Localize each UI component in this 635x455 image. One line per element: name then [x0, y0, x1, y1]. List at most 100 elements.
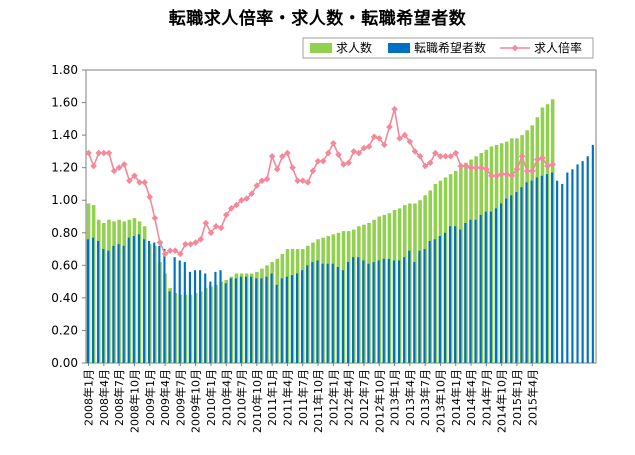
kibo-bar [530, 180, 533, 363]
kibo-bar [403, 257, 406, 363]
bairitsu-point [488, 172, 495, 180]
x-tick-label: 2011年1月 [265, 369, 279, 426]
kibo-bar [255, 278, 258, 363]
x-tick-label: 2014年4月 [464, 369, 478, 426]
x-tick-label: 2012年1月 [326, 369, 340, 426]
bairitsu-point [233, 201, 240, 209]
bairitsu-point [523, 167, 531, 175]
bairitsu-point [411, 148, 419, 155]
bairitsu-point [279, 152, 286, 160]
bairitsu-point [549, 161, 556, 168]
bairitsu-point [309, 167, 317, 175]
bairitsu-point [131, 172, 138, 180]
kibo-bar [571, 169, 574, 363]
bairitsu-point [340, 161, 347, 168]
kibo-bar [540, 175, 543, 363]
kibo-bar [428, 240, 431, 363]
bairitsu-point [375, 135, 383, 142]
legend-kyujin-swatch [310, 43, 332, 53]
kibo-bar [591, 144, 594, 363]
bairitsu-point [370, 133, 378, 141]
bairitsu-point [207, 229, 215, 237]
bairitsu-point [483, 165, 490, 173]
chart-title: 転職求人倍率・求人数・転職希望者数 [168, 9, 467, 29]
kibo-bar [321, 263, 324, 363]
kibo-bar [479, 214, 482, 363]
x-tick-label: 2009年1月 [143, 369, 157, 426]
kibo-bar [346, 262, 350, 363]
bairitsu-point [406, 138, 414, 145]
kibo-bar [418, 250, 421, 363]
bairitsu-point [166, 247, 174, 254]
legend-box [302, 37, 594, 59]
kibo-bar [545, 174, 549, 363]
bairitsu-point [151, 214, 159, 222]
bairitsu-point [528, 167, 536, 175]
bairitsu-point [457, 162, 465, 170]
kibo-bar [586, 156, 589, 363]
kibo-bar [168, 291, 171, 363]
x-tick-label: 2010年4月 [219, 369, 233, 426]
x-tick-label: 2010年7月 [235, 369, 249, 426]
kibo-bar [280, 278, 283, 363]
y-tick-label: 0.60 [51, 258, 78, 272]
bairitsu-point [319, 157, 327, 165]
kibo-bar [295, 273, 299, 363]
kibo-bar [224, 283, 227, 363]
x-tick-label: 2015年1月 [510, 369, 524, 426]
kibo-bar [311, 262, 314, 363]
bairitsu-point [518, 152, 526, 160]
bairitsu-point [217, 224, 225, 232]
kibo-bar [239, 276, 243, 363]
kibo-bar [494, 208, 498, 363]
bairitsu-point [156, 239, 164, 246]
kibo-bar [229, 278, 232, 363]
kibo-bar [102, 249, 105, 363]
kibo-bar [265, 276, 268, 363]
kibo-bar [387, 258, 390, 363]
kibo-bar [285, 276, 288, 363]
legend: 求人数 転職希望者数 求人倍率 [302, 37, 594, 59]
bairitsu-point [324, 149, 332, 157]
y-tick-label: 1.80 [51, 63, 78, 77]
bairitsu-point [105, 149, 113, 157]
bairitsu-point [345, 159, 352, 167]
legend-kibo-swatch [388, 43, 410, 53]
bairitsu-point [212, 222, 220, 230]
kibo-bar [474, 219, 477, 363]
y-tick-label: 1.00 [51, 193, 78, 207]
bairitsu-point [171, 247, 179, 254]
kibo-bar [214, 271, 217, 363]
bairitsu-point [426, 159, 434, 167]
x-tick-label: 2010年10月 [250, 369, 264, 433]
bairitsu-point [330, 139, 337, 147]
kibo-bar [550, 172, 554, 363]
kibo-bar [209, 281, 212, 363]
bairitsu-point [258, 177, 266, 184]
x-tick-label: 2014年1月 [449, 369, 463, 426]
kibo-bar [576, 164, 579, 363]
kibo-bar [260, 278, 263, 363]
bairitsu-point [314, 157, 322, 165]
bairitsu-point [90, 162, 97, 170]
bairitsu-point [110, 167, 118, 175]
kibo-bar [438, 236, 441, 363]
bairitsu-point [95, 149, 103, 157]
bairitsu-point [263, 175, 271, 183]
legend-bairitsu-label: 求人倍率 [534, 40, 582, 55]
kibo-bar [372, 262, 375, 363]
kibo-bar [290, 275, 294, 363]
kibo-bar [464, 223, 467, 363]
y-tick-label: 1.20 [51, 161, 78, 175]
kibo-bar [423, 249, 426, 363]
y-tick-label: 1.40 [51, 128, 78, 142]
bairitsu-point [544, 162, 551, 170]
x-tick-label: 2012年7月 [357, 369, 371, 426]
plot-frame [85, 69, 597, 364]
bairitsu-point [294, 177, 301, 184]
x-tick-label: 2009年7月 [173, 369, 187, 426]
x-tick-label: 2013年1月 [388, 369, 402, 426]
bairitsu-point [268, 152, 276, 160]
x-tick-label: 2009年10月 [189, 369, 203, 433]
kibo-bar [270, 273, 273, 363]
